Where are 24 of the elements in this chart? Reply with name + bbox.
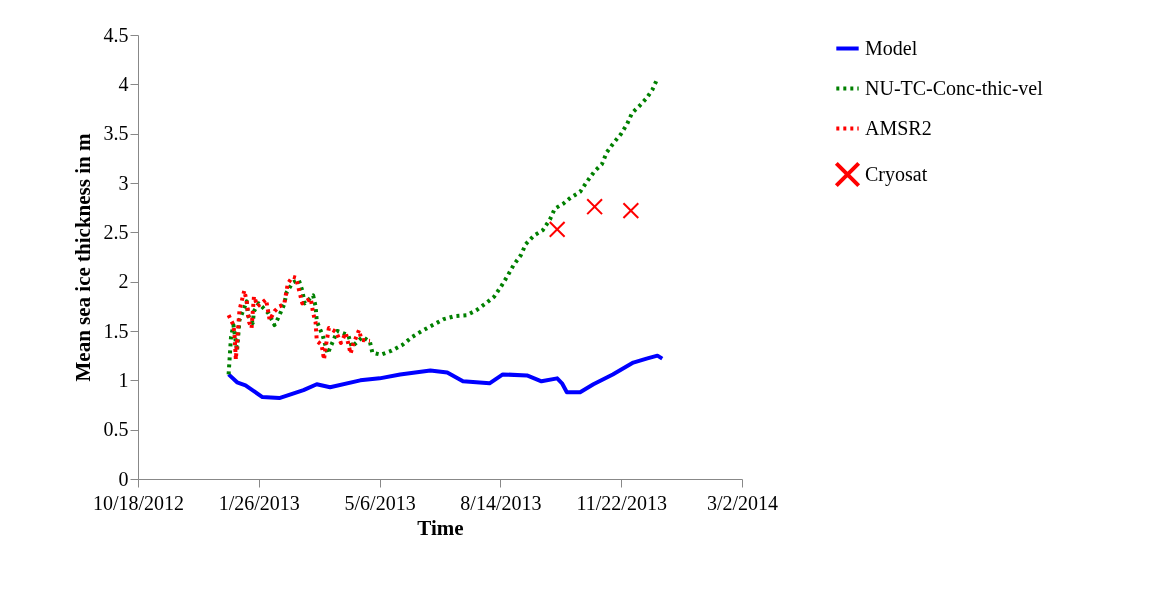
legend-label: AMSR2 [865, 116, 932, 139]
x-tick-label: 8/14/2013 [460, 491, 542, 514]
x-tick-label: 10/18/2012 [92, 491, 185, 514]
x-tick-label: 1/26/2013 [218, 491, 300, 514]
y-tick-label: 2 [118, 270, 129, 293]
y-tick-label: 1.5 [103, 319, 129, 342]
line-series [226, 353, 665, 401]
x-axis-title: Time [417, 515, 464, 540]
y-tick-label: 4.5 [103, 23, 129, 46]
legend-label: Cryosat [865, 162, 928, 186]
line-series [226, 274, 372, 362]
y-tick-label: 3 [118, 171, 129, 194]
x-tick-label: 3/2/2014 [706, 491, 779, 514]
y-tick-label: 2.5 [103, 220, 129, 243]
y-tick-label: 0.5 [103, 418, 129, 441]
y-axis-title: Mean sea ice thickness in m [70, 133, 95, 382]
x-tick-label: 11/22/2013 [576, 491, 667, 514]
x-tick-label: 5/6/2013 [344, 491, 416, 514]
y-tick-label: 4 [118, 72, 129, 95]
y-tick-label: 3.5 [103, 122, 129, 145]
y-tick-label: 0 [118, 467, 129, 490]
legend-label: NU-TC-Conc-thic-vel [865, 76, 1044, 99]
legend-label: Model [865, 36, 918, 59]
y-tick-label: 1 [118, 368, 129, 391]
